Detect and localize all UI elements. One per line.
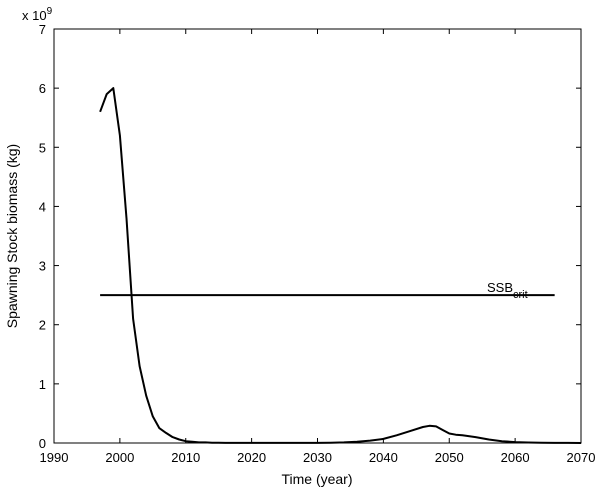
x-axis-ticks: 1990 2000 2010 2020 2030 2040 2050 2060 2070 [40,29,596,465]
x-tick-label: 2060 [501,450,530,465]
y-multiplier-base: x 10 [22,8,47,23]
y-tick-label: 4 [39,199,46,214]
y-tick-label: 5 [39,140,46,155]
y-multiplier-label: x 109 [22,6,53,23]
x-tick-label: 2040 [369,450,398,465]
y-tick-label: 2 [39,318,46,333]
x-axis-label: Time (year) [281,471,352,487]
x-tick-label: 2010 [171,450,200,465]
x-tick-label: 2050 [435,450,464,465]
y-multiplier-exponent: 9 [47,6,53,17]
y-tick-label: 1 [39,377,46,392]
y-tick-label: 3 [39,259,46,274]
plot-area [53,28,582,444]
ssb-crit-label-subscript: crit [513,289,528,301]
y-axis-label: Spawning Stock biomass (kg) [4,144,20,328]
ssb-crit-label: SSBcrit [487,280,528,301]
x-tick-label: 2020 [237,450,266,465]
reference-line-group: SSBcrit [100,280,555,301]
y-tick-label: 6 [39,81,46,96]
y-tick-label: 0 [39,436,46,451]
x-tick-label: 2000 [105,450,134,465]
x-tick-label: 1990 [40,450,69,465]
series-group [99,87,582,444]
x-tick-label: 2070 [567,450,596,465]
ssb-crit-label-main: SSB [487,280,513,295]
y-axis-ticks: 0 1 2 3 4 5 6 7 [39,22,581,451]
x-tick-label: 2030 [303,450,332,465]
series-line [99,87,582,444]
y-tick-label: 7 [39,22,46,37]
